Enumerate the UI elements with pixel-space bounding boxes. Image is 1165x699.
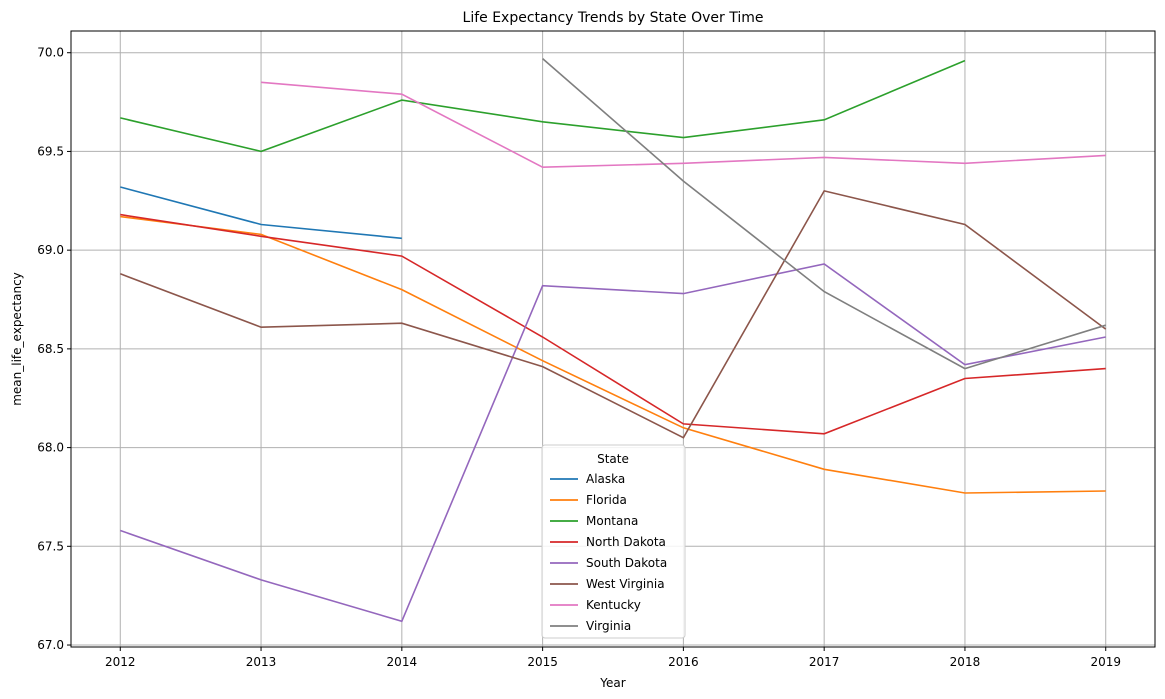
- x-tick-label: 2015: [527, 655, 558, 669]
- y-tick-label: 68.0: [37, 441, 64, 455]
- legend-entries: Alaska Florida Montana North Dakota South Da…: [550, 472, 667, 633]
- x-axis-label: Year: [599, 676, 625, 690]
- series-line-alaska: [120, 186, 402, 240]
- y-tick-label: 69.5: [37, 144, 64, 158]
- x-tick-label: 2017: [809, 655, 840, 669]
- legend-label: Montana: [586, 514, 638, 528]
- legend-label: Virginia: [586, 619, 631, 633]
- y-tick-label: 67.0: [37, 638, 64, 652]
- series-line-kentucky: [261, 81, 1106, 169]
- x-tick-label: 2016: [668, 655, 699, 669]
- plot-frame: [70, 30, 1156, 648]
- series-line-south-dakota: [120, 263, 1106, 623]
- series-line-montana: [120, 59, 966, 153]
- chart-title: Life Expectancy Trends by State Over Tim…: [463, 10, 764, 26]
- legend-label: Alaska: [586, 472, 625, 486]
- series-line-florida: [120, 215, 1106, 494]
- x-tick-label: 2012: [105, 655, 136, 669]
- series-lines: [120, 57, 1107, 623]
- x-tick-label: 2013: [246, 655, 277, 669]
- x-tick-label: 2019: [1090, 655, 1121, 669]
- series-line-virginia: [542, 57, 1106, 370]
- y-tick-label: 69.0: [37, 243, 64, 257]
- legend: State Alaska Florida Montana North Dakota So…: [541, 444, 686, 639]
- legend-frame: [541, 444, 686, 639]
- y-tick-label: 70.0: [37, 46, 64, 60]
- series-line-north-dakota: [120, 213, 1106, 435]
- y-tick-label: 67.5: [37, 539, 64, 553]
- axis-ticks: 2012 2013 2014 2015 2016 2017 2018 2019 67.0 67.5…: [37, 46, 1121, 669]
- grid-lines: [71, 31, 1155, 647]
- x-tick-label: 2018: [950, 655, 981, 669]
- series-line-west-virginia: [120, 189, 1107, 439]
- legend-title: State: [597, 452, 629, 466]
- legend-label: North Dakota: [586, 535, 666, 549]
- legend-label: South Dakota: [586, 556, 667, 570]
- y-tick-label: 68.5: [37, 342, 64, 356]
- x-tick-label: 2014: [387, 655, 418, 669]
- legend-label: Florida: [586, 493, 627, 507]
- legend-label: West Virginia: [586, 577, 665, 591]
- legend-label: Kentucky: [586, 598, 641, 612]
- y-axis-label: mean_life_expectancy: [10, 272, 24, 406]
